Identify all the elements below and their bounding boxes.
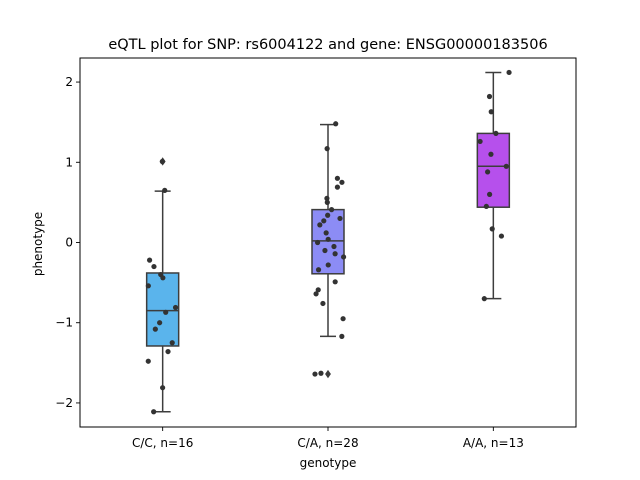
y-axis-label: phenotype — [31, 212, 45, 276]
y-tick-label: −1 — [55, 316, 73, 330]
data-point — [165, 348, 171, 355]
data-point — [322, 247, 328, 254]
data-point — [151, 263, 157, 270]
chart-title: eQTL plot for SNP: rs6004122 and gene: E… — [108, 37, 547, 53]
data-point — [312, 371, 318, 377]
data-point — [328, 207, 335, 213]
box-1 — [145, 272, 180, 347]
data-point — [321, 218, 327, 224]
data-point — [325, 212, 331, 218]
data-point — [314, 239, 321, 246]
data-point — [318, 370, 324, 376]
data-point — [146, 257, 153, 263]
data-point — [160, 385, 166, 391]
box-3 — [476, 132, 511, 208]
data-point — [339, 333, 345, 339]
data-point — [157, 320, 163, 326]
data-point — [337, 215, 343, 222]
data-point — [331, 243, 337, 250]
data-point — [325, 262, 331, 268]
data-point — [317, 222, 323, 228]
outlier-marker — [325, 369, 331, 379]
data-point — [487, 191, 493, 197]
data-point — [506, 69, 512, 76]
data-point — [324, 195, 330, 201]
data-point — [163, 309, 169, 315]
data-point — [313, 291, 319, 297]
data-point — [315, 287, 321, 293]
data-point — [488, 109, 494, 115]
data-point — [151, 409, 157, 415]
data-point — [162, 187, 168, 193]
data-point — [159, 158, 165, 165]
data-point — [324, 199, 330, 205]
data-point — [152, 326, 158, 332]
plot-area: −2 −1 0 1 2 C/C, n=16 C/A, n=28 A/A, n=13 — [55, 57, 577, 450]
x-tick-label: C/A, n=28 — [297, 436, 358, 450]
data-point — [339, 179, 345, 185]
data-point — [334, 184, 341, 190]
data-point — [332, 251, 338, 257]
data-point — [477, 138, 483, 145]
data-point — [333, 121, 339, 127]
data-point — [503, 163, 509, 169]
data-point — [320, 300, 326, 307]
data-point — [332, 279, 338, 285]
data-point — [485, 169, 491, 175]
data-point — [489, 226, 495, 232]
data-point — [486, 93, 493, 100]
y-tick-label: −2 — [55, 396, 73, 410]
data-point — [483, 203, 489, 210]
data-point — [323, 230, 329, 236]
data-point — [340, 254, 347, 260]
x-tick-label: C/C, n=16 — [132, 436, 193, 450]
data-point — [145, 358, 151, 364]
x-axis-label: genotype — [300, 456, 357, 470]
y-tick-label: 0 — [65, 236, 73, 250]
x-tick-label: A/A, n=13 — [463, 436, 524, 450]
data-point — [324, 146, 330, 152]
y-tick-label: 1 — [65, 155, 73, 169]
y-tick-label: 2 — [65, 75, 73, 89]
data-point — [488, 151, 494, 157]
data-point — [325, 236, 331, 242]
data-point — [334, 175, 341, 181]
data-point — [160, 275, 166, 281]
data-point — [172, 304, 179, 311]
data-point — [340, 316, 346, 322]
data-point — [145, 283, 151, 289]
data-point — [498, 233, 505, 239]
data-point — [169, 340, 175, 346]
data-point — [315, 267, 322, 273]
data-point — [481, 296, 487, 302]
plot-frame — [79, 57, 577, 428]
data-point — [493, 130, 499, 137]
